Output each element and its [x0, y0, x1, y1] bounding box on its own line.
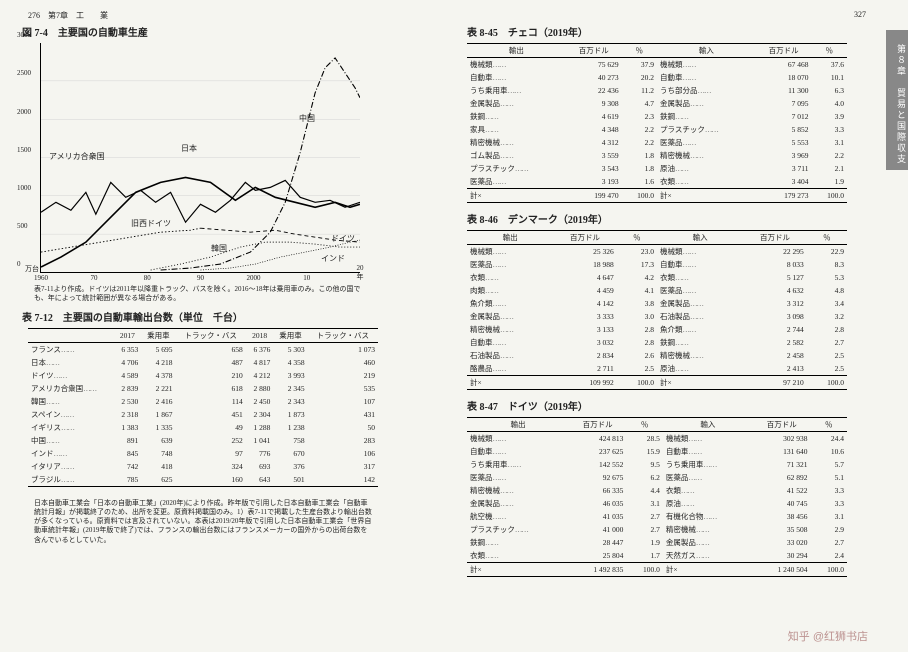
xtick: 90 — [197, 274, 204, 282]
table-row: 衣類4 6474.2衣類5 1275.3 — [467, 271, 847, 284]
table-row: アメリカ合衆国2 8392 2216182 8802 345535 — [28, 382, 378, 395]
fig74-note: 表7-11より作成。ドイツは2011年以降重トラック、バスを除く。2016～18… — [34, 285, 374, 303]
table-row: 医薬品92 6756.2医薬品62 8925.1 — [467, 471, 847, 484]
table-row: 機械類75 62937.9機械類67 46837.6 — [467, 58, 847, 72]
table-row: うち乗用車142 5529.5うち乗用車71 3215.7 — [467, 458, 847, 471]
table-8: 輸出百万ドル％輸入百万ドル％機械類75 62937.9機械類67 46837.6… — [467, 43, 847, 203]
table-row: 精密機械4 3122.2医薬品5 5533.1 — [467, 136, 847, 149]
table-row: 精密機械3 1332.8魚介類2 7442.8 — [467, 323, 847, 336]
table-row: 機械類424 81328.5機械類302 93824.4 — [467, 432, 847, 446]
table-row: イギリス1 3831 335491 2881 23850 — [28, 421, 378, 434]
col-head: トラック・バス — [308, 329, 378, 343]
chapter-tab: 第８章 貿易と国際収支 — [886, 30, 908, 170]
table-row: プラスチック3 5431.8原油3 7112.1 — [467, 162, 847, 175]
total-row: 計×199 470100.0計×179 273100.0 — [467, 189, 847, 203]
total-row: 計×109 992100.0計×97 210100.0 — [467, 376, 847, 390]
xtick: 80 — [144, 274, 151, 282]
fig74-chart: 万台 0 500 1000 1500 2000 2500 3000 1960 7… — [40, 43, 360, 273]
table8-title: 表 8-46 デンマーク（2019年） — [467, 211, 868, 226]
table-row: 鉄鋼4 6192.3鉄鋼7 0123.9 — [467, 110, 847, 123]
table-row: 自動車40 27320.2自動車18 07010.1 — [467, 71, 847, 84]
table-row: ドイツ4 5894 3782104 2123 993219 — [28, 369, 378, 382]
table8-title: 表 8-45 チェコ（2019年） — [467, 24, 868, 39]
table-row: 肉類4 4594.1医薬品4 6324.8 — [467, 284, 847, 297]
col-head: トラック・バス — [176, 329, 246, 343]
table-row: 魚介類4 1423.8金属製品3 3123.4 — [467, 297, 847, 310]
table-row: 日本4 7064 2184874 8174 358460 — [28, 356, 378, 369]
table-row: 酪農品2 7112.5原油2 4132.5 — [467, 362, 847, 376]
table-row: 医薬品18 98817.3自動車8 0338.3 — [467, 258, 847, 271]
table-row: インド84574897776670106 — [28, 447, 378, 460]
xtick: 2000 — [246, 274, 260, 282]
ytick: 1500 — [17, 146, 31, 154]
y-unit: 万台 — [25, 264, 39, 274]
table-row: イタリア742418324693376317 — [28, 460, 378, 473]
xtick: 1960 — [34, 274, 48, 282]
ytick: 0 — [17, 260, 21, 268]
page-number-right: 327 — [854, 10, 866, 19]
table-row: 金属製品3 3333.0石油製品3 0983.2 — [467, 310, 847, 323]
fig74-title: 図 7-4 主要国の自動車生産 — [22, 24, 423, 39]
table-row: うち乗用車22 43611.2うち部分品11 3006.3 — [467, 84, 847, 97]
table-row: 機械類25 32623.0機械類22 29522.9 — [467, 245, 847, 259]
watermark: 知乎 @红狮书店 — [788, 628, 868, 644]
ytick: 2500 — [17, 69, 31, 77]
tbl712-title: 表 7-12 主要国の自動車輸出台数（単位 千台） — [22, 309, 423, 324]
ytick: 1000 — [17, 184, 31, 192]
table-row: ブラジル785625160643501142 — [28, 473, 378, 487]
table-row: 家具4 3482.2プラスチック5 8523.3 — [467, 123, 847, 136]
table-row: 鉄鋼28 4471.9金属製品33 0202.7 — [467, 536, 847, 549]
col-head: 2018 — [246, 329, 274, 343]
table-row: 医薬品3 1931.6衣類3 4041.9 — [467, 175, 847, 189]
col-head: 乗用車 — [273, 329, 307, 343]
table8-title: 表 8-47 ドイツ（2019年） — [467, 398, 868, 413]
table-row: 中国8916392521 041758283 — [28, 434, 378, 447]
table-row: プラスチック41 0002.7精密機械35 5082.9 — [467, 523, 847, 536]
ytick: 3000 — [17, 31, 31, 39]
label-usa: アメリカ合衆国 — [49, 151, 105, 162]
table-row: フランス6 3535 6956586 3765 3031 073 — [28, 343, 378, 357]
total-row: 計×1 492 835100.0計×1 240 504100.0 — [467, 563, 847, 577]
table-row: ゴム製品3 5591.8精密機械3 9692.2 — [467, 149, 847, 162]
table-712: 2017乗用車トラック・バス2018乗用車トラック・バス フランス6 3535 … — [28, 328, 378, 487]
ytick: 2000 — [17, 108, 31, 116]
table-row: 航空機41 0352.7有機化合物38 4563.1 — [467, 510, 847, 523]
table-8: 輸出百万ドル％輸入百万ドル％機械類424 81328.5機械類302 93824… — [467, 417, 847, 577]
table-row: 石油製品2 8342.6精密機械2 4582.5 — [467, 349, 847, 362]
table-8: 輸出百万ドル％輸入百万ドル％機械類25 32623.0機械類22 29522.9… — [467, 230, 847, 390]
table-row: 衣類25 8041.7天然ガス30 2942.4 — [467, 549, 847, 563]
label-korea: 韓国 — [211, 243, 227, 254]
label-germany: ドイツ — [331, 233, 355, 244]
label-wger: 旧西ドイツ — [131, 218, 171, 229]
xtick: 10 — [303, 274, 310, 282]
label-china: 中国 — [299, 113, 315, 124]
ytick: 500 — [17, 222, 28, 230]
left-page: 276 第7章 工 業 図 7-4 主要国の自動車生産 万台 0 500 100… — [0, 0, 445, 652]
col-head: 2017 — [114, 329, 142, 343]
label-india: インド — [321, 253, 345, 264]
table-row: 韓国2 5302 4161142 4502 343107 — [28, 395, 378, 408]
label-japan: 日本 — [181, 143, 197, 154]
page-number-left: 276 第7章 工 業 — [28, 10, 108, 21]
table-row: 金属製品9 3084.7金属製品7 0954.0 — [467, 97, 847, 110]
table-row: 金属製品46 0353.1原油40 7453.3 — [467, 497, 847, 510]
col-head: 乗用車 — [141, 329, 175, 343]
right-page: 327 表 8-45 チェコ（2019年） 輸出百万ドル％輸入百万ドル％機械類75… — [445, 0, 908, 652]
tbl712-note: 日本自動車工業会「日本の自動車工業」(2020年)により作成。昨年版で引用した日… — [34, 499, 374, 544]
table-row: 自動車3 0322.8鉄鋼2 5822.7 — [467, 336, 847, 349]
table-row: 自動車237 62515.9自動車131 64010.6 — [467, 445, 847, 458]
col-head — [28, 329, 114, 343]
table-row: スペイン2 3181 8674512 3041 873431 — [28, 408, 378, 421]
xtick: 70 — [90, 274, 97, 282]
table-row: 精密機械66 3354.4衣類41 5223.3 — [467, 484, 847, 497]
